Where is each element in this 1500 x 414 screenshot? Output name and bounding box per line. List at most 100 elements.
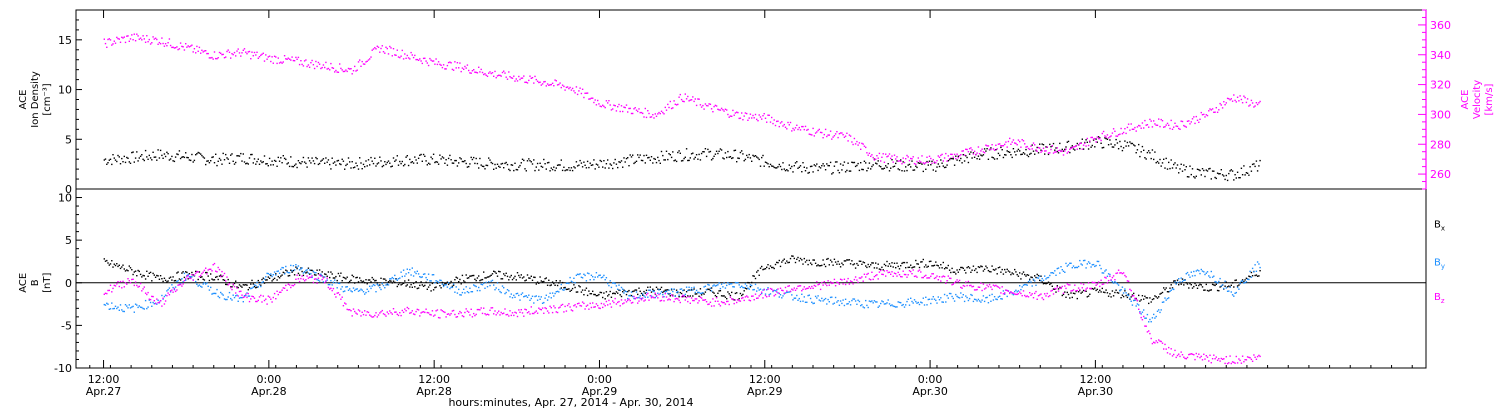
density-series-point bbox=[1117, 148, 1120, 150]
velocity-series-point bbox=[1037, 146, 1040, 149]
bx-series-point bbox=[1155, 296, 1157, 298]
bx-series-point bbox=[1219, 286, 1221, 288]
by-series-point bbox=[419, 276, 421, 278]
bx-series-point bbox=[699, 288, 702, 290]
bx-series-point bbox=[720, 295, 723, 297]
density-series-point bbox=[490, 161, 492, 164]
by-series-point bbox=[138, 305, 140, 307]
bz-series-point bbox=[350, 310, 352, 312]
velocity-series-point bbox=[471, 70, 474, 72]
velocity-series-point bbox=[494, 70, 496, 73]
bz-series-point bbox=[560, 304, 562, 306]
bx-series-point bbox=[1086, 296, 1088, 298]
density-series-point bbox=[211, 156, 213, 159]
velocity-series-point bbox=[425, 60, 427, 62]
bz-series-point bbox=[858, 277, 861, 279]
by-series-point bbox=[1234, 292, 1236, 294]
velocity-series-point bbox=[921, 155, 923, 157]
velocity-series-point bbox=[575, 86, 578, 88]
bx-series-point bbox=[771, 266, 773, 269]
by-series-point bbox=[595, 272, 598, 274]
bz-series-point bbox=[543, 312, 545, 314]
bx-series-point bbox=[956, 269, 958, 271]
bx-series-point bbox=[192, 274, 194, 276]
velocity-series-point bbox=[888, 153, 891, 155]
bx-series-point bbox=[1020, 278, 1022, 280]
density-series-point bbox=[592, 164, 594, 166]
by-series-point bbox=[842, 299, 844, 301]
density-series-point bbox=[831, 173, 833, 175]
bx-series-point bbox=[441, 281, 444, 284]
density-series-point bbox=[761, 156, 763, 159]
bx-series-point bbox=[1045, 283, 1047, 285]
by-series-point bbox=[1225, 287, 1227, 289]
density-series-point bbox=[1097, 136, 1100, 138]
by-series-point bbox=[263, 278, 266, 280]
velocity-series-point bbox=[186, 46, 188, 48]
density-series-point bbox=[627, 157, 629, 159]
density-series-point bbox=[968, 153, 971, 155]
velocity-series-point bbox=[1005, 141, 1007, 143]
bz-series-point bbox=[461, 315, 464, 317]
velocity-series-point bbox=[148, 38, 150, 41]
by-series-point bbox=[437, 281, 440, 284]
by-series-point bbox=[290, 264, 292, 267]
density-series-point bbox=[726, 156, 728, 159]
bz-series-point bbox=[753, 299, 755, 301]
bx-series-point bbox=[206, 271, 208, 274]
by-series-point bbox=[272, 274, 274, 276]
density-series-point bbox=[1230, 169, 1232, 171]
density-series-point bbox=[149, 157, 152, 159]
by-series-point bbox=[137, 306, 139, 309]
velocity-series-point bbox=[605, 100, 608, 102]
bx-series-point bbox=[374, 280, 376, 282]
bz-series-point bbox=[282, 287, 284, 289]
bx-series-point bbox=[652, 288, 654, 290]
bx-series-point bbox=[406, 284, 408, 286]
velocity-series-point bbox=[385, 46, 387, 48]
by-series-point bbox=[590, 274, 593, 276]
by-series-point bbox=[1151, 317, 1154, 319]
velocity-series-point bbox=[491, 72, 494, 74]
density-series-point bbox=[424, 155, 426, 157]
by-series-point bbox=[195, 280, 197, 283]
density-series-point bbox=[885, 165, 887, 167]
density-series-point bbox=[928, 160, 931, 162]
bx-series-point bbox=[1158, 296, 1160, 298]
bx-series-point bbox=[1230, 284, 1232, 286]
density-series-point bbox=[972, 152, 975, 154]
by-series-point bbox=[723, 282, 725, 284]
by-series-point bbox=[990, 300, 992, 302]
density-series-point bbox=[543, 158, 545, 161]
density-series-point bbox=[458, 162, 460, 164]
velocity-series-point bbox=[560, 86, 562, 89]
by-series-point bbox=[1095, 264, 1097, 267]
velocity-series-point bbox=[1114, 130, 1116, 132]
by-series-point bbox=[883, 303, 886, 305]
bx-series-point bbox=[391, 282, 393, 284]
density-series-point bbox=[167, 153, 169, 155]
bx-series-point bbox=[657, 288, 659, 290]
density-series-point bbox=[298, 162, 301, 164]
by-series-point bbox=[317, 279, 320, 281]
bx-series-point bbox=[1234, 279, 1236, 282]
velocity-series-point bbox=[692, 96, 694, 98]
bz-series-point bbox=[756, 297, 758, 299]
by-series-point bbox=[216, 288, 218, 291]
bz-series-point bbox=[1011, 292, 1013, 294]
by-series-point bbox=[867, 306, 869, 309]
density-series-point bbox=[1076, 142, 1078, 145]
velocity-series-point bbox=[1145, 124, 1147, 126]
bx-series-point bbox=[389, 280, 391, 282]
bx-series-point bbox=[857, 264, 859, 266]
density-series-point bbox=[1085, 139, 1087, 141]
velocity-series-point bbox=[315, 60, 317, 63]
by-series-point bbox=[124, 304, 127, 306]
density-series-point bbox=[258, 163, 261, 165]
bz-series-point bbox=[913, 275, 916, 278]
bx-series-point bbox=[963, 269, 966, 271]
velocity-series-point bbox=[945, 152, 947, 155]
bx-series-point bbox=[245, 284, 247, 286]
by-series-point bbox=[212, 292, 214, 295]
bx-series-point bbox=[878, 268, 881, 270]
